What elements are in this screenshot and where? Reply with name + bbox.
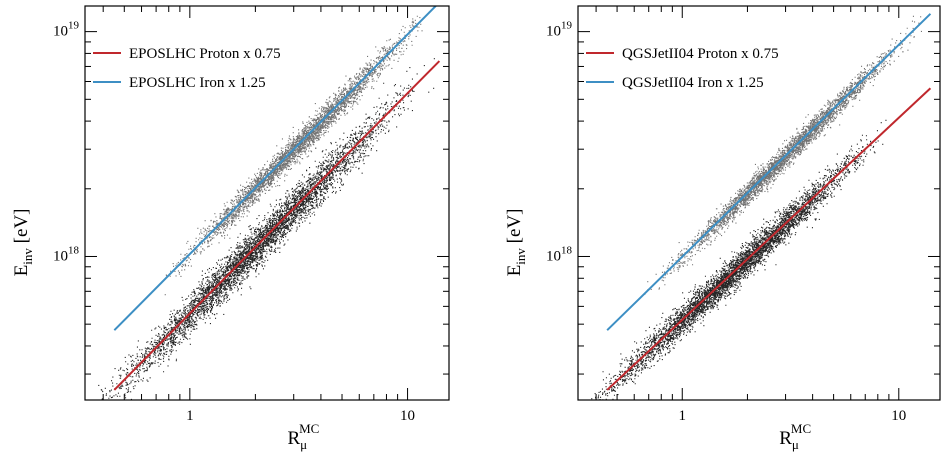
y-axis: 1018 1019: [546, 20, 940, 375]
x-tick-label: 1: [679, 408, 687, 424]
scatter-points-series-2: [644, 15, 922, 295]
x-axis-title: RμMC: [287, 421, 319, 452]
x-axis: 1 10: [102, 6, 415, 424]
scatter-points-series-1: [591, 119, 889, 400]
fit-line-series-2: [113, 6, 438, 331]
legend-label: EPOSLHC Proton x 0.75: [129, 46, 281, 62]
y-tick-label: 1018: [546, 244, 573, 264]
scatter-points-series-2: [164, 11, 430, 296]
fit-line-series-2: [606, 13, 932, 331]
x-axis: 1 10: [595, 6, 906, 424]
y-axis: 1018 1019: [53, 20, 449, 375]
legend: QGSJetII04 Proton x 0.75 QGSJetII04 Iron …: [586, 46, 779, 91]
y-axis-title: Einv [eV]: [504, 209, 528, 277]
scatter-points-series-1: [98, 58, 435, 400]
y-axis-title: Einv [eV]: [11, 209, 35, 277]
x-tick-label: 1: [186, 408, 194, 424]
x-axis-title: RμMC: [779, 421, 811, 452]
plot-frame: [577, 5, 941, 401]
x-tick-label: 10: [400, 408, 415, 424]
fit-line-series-1: [113, 60, 441, 391]
chart-panel-2: 1 10 1018 1019 RμMC Einv [eV] QGSJetII04 Proto…: [504, 5, 941, 452]
y-tick-label: 1019: [546, 20, 573, 40]
y-tick-label: 1019: [53, 20, 80, 40]
x-tick-label: 10: [891, 408, 906, 424]
legend-label: QGSJetII04 Iron x 1.25: [622, 75, 764, 91]
fit-line-series-1: [606, 87, 932, 391]
legend-label: EPOSLHC Iron x 1.25: [129, 75, 266, 91]
legend: EPOSLHC Proton x 0.75 EPOSLHC Iron x 1.25: [93, 46, 281, 91]
plot-frame: [84, 5, 450, 401]
y-tick-label: 1018: [53, 244, 80, 264]
legend-label: QGSJetII04 Proton x 0.75: [622, 46, 779, 62]
chart-panel-1: 1 10 1018 1019 RμMC Einv [eV] EPOSLHC Proton x…: [11, 5, 450, 452]
